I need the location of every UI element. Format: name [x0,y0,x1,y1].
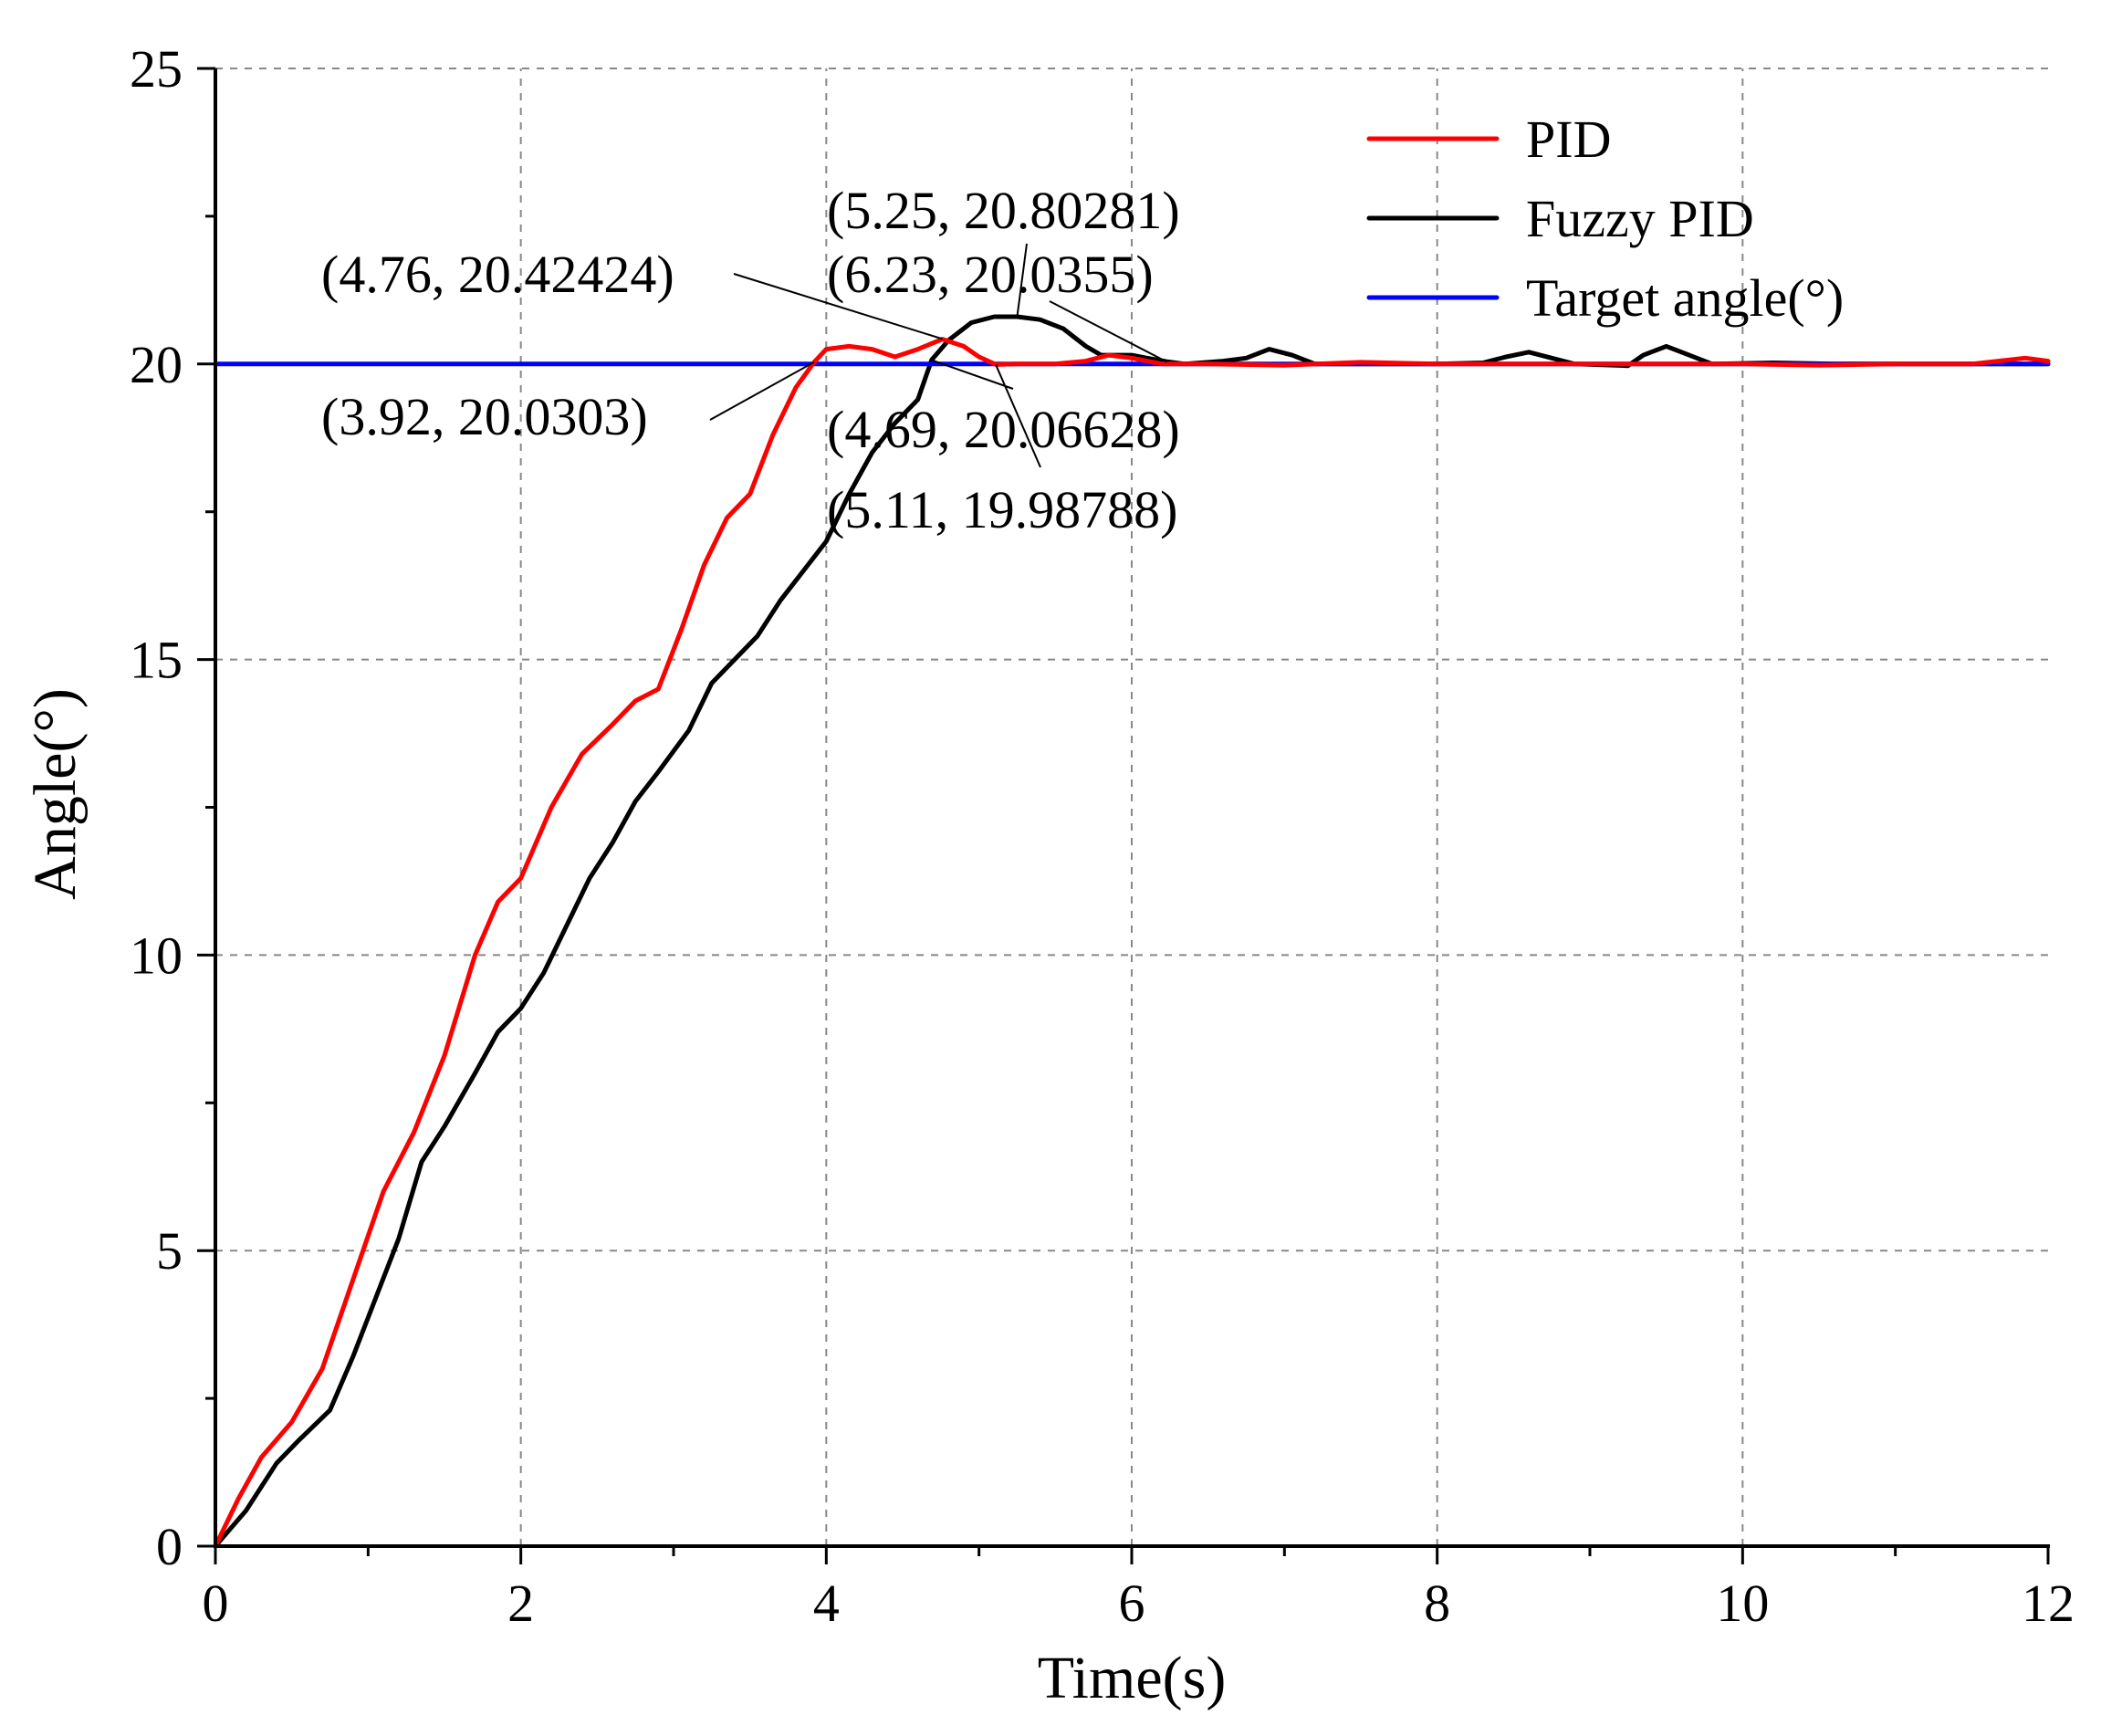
y-tick-label: 0 [156,1517,183,1576]
y-tick-label: 25 [130,39,183,99]
series-line-pid [213,337,2051,1549]
gridlines [215,68,2048,1546]
annotation-label: (6.23, 20.0355) [827,245,1154,304]
x-tick-label: 0 [203,1574,229,1633]
annotation-leader [995,364,1041,468]
x-tick-label: 10 [1716,1574,1769,1633]
legend: PID Fuzzy PID Target angle(°) [1366,110,1844,328]
legend-label-pid: PID [1526,110,1611,169]
annotation-label: (4.76, 20.42424) [321,245,674,304]
annotation-label: (5.25, 20.80281) [827,181,1180,240]
y-tick-label: 10 [130,926,183,985]
y-tick-label: 20 [130,335,183,394]
x-tick-label: 8 [1424,1574,1450,1633]
plot-area [213,314,2051,1549]
x-axis-title: Time(s) [1038,1645,1227,1711]
annotation-leader [733,273,943,340]
axes: 0 2 4 6 8 10 12 0 5 10 15 20 25 [130,39,2075,1633]
x-tick-label: 2 [507,1574,534,1633]
y-tick-label: 5 [156,1221,183,1281]
annotation-label: (5.11, 19.98788) [827,480,1177,539]
legend-label-target-angle: Target angle(°) [1526,268,1844,328]
annotation-leader [1016,243,1028,317]
annotation-label: (4.69, 20.06628) [827,400,1180,459]
x-tick-label: 12 [2022,1574,2075,1633]
x-tick-label: 4 [813,1574,840,1633]
y-axis-title: Angle(°) [22,688,89,900]
annotation-leader [1049,300,1167,363]
y-tick-label: 15 [130,631,183,690]
legend-label-fuzzy-pid: Fuzzy PID [1526,189,1754,248]
annotation-leader [931,359,1014,390]
annotation-label: (3.92, 20.0303) [321,387,648,446]
x-tick-label: 6 [1119,1574,1145,1633]
series-line-fuzzy-pid [213,314,2051,1549]
annotation-leader [709,361,815,421]
annotations: (5.25, 20.80281)(6.23, 20.0355) (4.76, 20… [321,181,1180,539]
